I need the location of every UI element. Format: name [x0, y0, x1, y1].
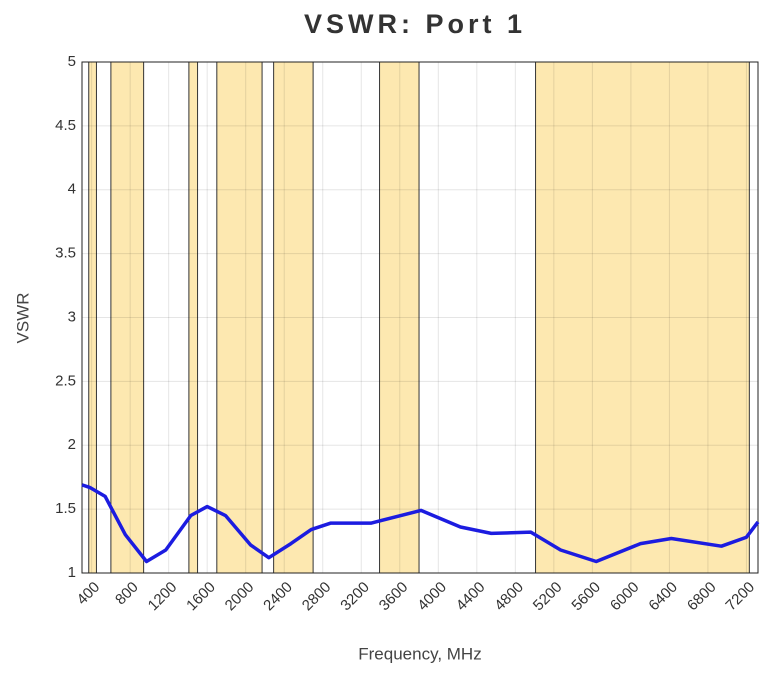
x-axis-label: Frequency, MHz	[358, 644, 481, 663]
y-axis-label: VSWR	[13, 293, 32, 344]
x-tick-label: 2000	[222, 579, 258, 615]
vswr-line	[81, 483, 760, 564]
chart-title: VSWR: Port 1	[304, 9, 526, 39]
x-tick-label: 6400	[645, 579, 681, 615]
x-tick-label: 400	[74, 579, 104, 609]
x-tick-label: 6800	[684, 579, 720, 615]
y-tick-label: 4.5	[55, 117, 76, 134]
x-tick-label: 6000	[607, 579, 643, 615]
plot-frame	[81, 61, 759, 574]
x-tick-label: 5600	[568, 579, 604, 615]
x-tick-label: 4000	[414, 579, 450, 615]
frequency-band	[216, 61, 263, 574]
y-tick-label: 2.5	[55, 372, 76, 389]
frequency-band	[273, 61, 314, 574]
y-tick-label: 2	[68, 436, 76, 453]
x-tick-label: 7200	[722, 579, 758, 615]
x-tick-label: 4800	[491, 579, 527, 615]
x-tick-label: 2400	[260, 579, 296, 615]
y-tick-label: 1.5	[55, 500, 76, 517]
x-tick-label: 4400	[453, 579, 489, 615]
y-tick-label: 4	[68, 181, 76, 198]
x-tick-label: 3200	[337, 579, 373, 615]
y-tick-label: 5	[68, 53, 76, 70]
x-tick-label: 5200	[530, 579, 566, 615]
y-tick-label: 3	[68, 308, 76, 325]
x-tick-label: 3600	[376, 579, 412, 615]
y-tick-label: 3.5	[55, 245, 76, 262]
x-tick-label: 2800	[299, 579, 335, 615]
x-tick-label: 800	[112, 579, 142, 609]
frequency-band	[110, 61, 145, 574]
x-tick-label: 1200	[145, 579, 181, 615]
x-tick-label: 1600	[183, 579, 219, 615]
y-tick-label: 1	[68, 564, 76, 581]
